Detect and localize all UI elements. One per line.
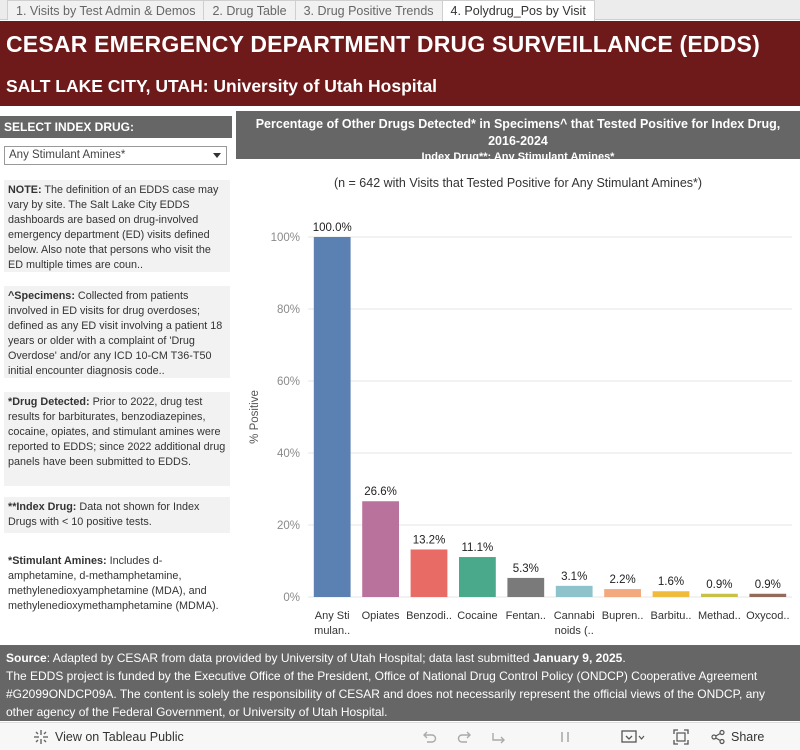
fullscreen-icon[interactable] [672,728,690,746]
y-axis-label: % Positive [249,390,261,444]
y-tick-label: 100% [271,232,300,244]
note-index-drug: **Index Drug: Data not shown for Index D… [4,497,230,533]
bar [313,237,351,597]
y-tick-label: 60% [277,376,300,388]
bar-value-label: 3.1% [561,571,587,583]
note-text: Data not shown for Index Drugs with < 10… [8,501,200,528]
x-tick-label: Fentan.. [506,610,546,622]
bar [555,585,593,597]
dashboard-header: CESAR EMERGENCY DEPARTMENT DRUG SURVEILL… [0,21,800,106]
view-on-tableau-public-button[interactable]: View on Tableau Public [33,729,184,745]
x-tick-label: Benzodi.. [406,610,452,622]
download-icon[interactable] [620,728,646,746]
footer-source: Source: Adapted by CESAR from data provi… [6,649,794,667]
redo-icon[interactable] [456,728,474,746]
y-tick-label: 40% [277,448,300,460]
footer-funding-3: other agency of the Federal Government, … [6,705,388,719]
note-drug-detected: *Drug Detected: Prior to 2022, drug test… [4,392,230,486]
note-text: The definition of an EDDS case may vary … [8,184,219,271]
x-tick-label: Methad.. [698,610,741,622]
note-text: Collected from patients involved in ED v… [8,290,223,377]
pause-icon[interactable] [556,728,574,746]
revert-icon[interactable] [490,728,508,746]
note-text: Includes d-amphetamine, d-methamphetamin… [8,555,219,612]
tab-visits-by-test-admin[interactable]: 1. Visits by Test Admin & Demos [7,0,205,20]
bar-value-label: 11.1% [462,542,494,554]
bar [459,557,496,597]
tab-bar: 1. Visits by Test Admin & Demos 2. Drug … [0,0,800,21]
bar [507,577,545,597]
bar [362,501,399,597]
bar-value-label: 1.6% [658,576,684,588]
y-tick-label: 0% [283,592,300,604]
x-tick-label: Cannabi [554,610,595,622]
tab-polydrug-pos-by-visit[interactable]: 4. Polydrug_Pos by Visit [441,0,595,21]
x-tick-label: Oxycod.. [746,610,789,622]
page-subtitle: SALT LAKE CITY, UTAH: University of Utah… [6,76,438,96]
bar [410,549,448,597]
note-label: ^Specimens: [8,290,75,302]
bar-value-label: 13.2% [413,534,446,546]
footer: Source: Adapted by CESAR from data provi… [0,645,800,721]
bar-value-label: 5.3% [513,563,539,575]
source-label: Source [6,651,47,665]
source-end: . [622,651,626,665]
note-label: *Stimulant Amines: [8,555,107,567]
share-button[interactable]: Share [710,729,764,745]
bar [652,591,690,597]
select-index-drug-label: SELECT INDEX DRUG: [0,116,232,138]
share-icon [711,729,725,745]
tab-drug-table[interactable]: 2. Drug Table [203,0,296,20]
x-tick-label: mulan.. [314,625,350,637]
bar-chart: 0% 20% 40% 60% 80% 100% % Positive 100.0% Any St… [249,222,792,637]
source-text: : Adapted by CESAR from data provided by… [46,651,533,665]
x-tick-label: Bupren.. [602,610,644,622]
left-panel: SELECT INDEX DRUG: Any Stimulant Amines*… [0,111,232,644]
x-tick-label: noids (.. [555,625,594,637]
dropdown-selected-value: Any Stimulant Amines* [9,149,126,161]
chart-title-line-3: Index Drug**: Any Stimulant Amines* [421,151,615,159]
note-text: Prior to 2022, drug test results for bar… [8,396,226,468]
tableau-logo-icon [34,730,48,744]
x-tick-label: Any Sti [315,610,350,622]
index-drug-dropdown[interactable]: Any Stimulant Amines* [4,146,227,165]
x-tick-label: Opiates [362,610,400,622]
source-date: January 9, 2025 [532,651,623,665]
note-definition: NOTE: The definition of an EDDS case may… [4,180,230,272]
chart-panel: Percentage of Other Drugs Detected* in S… [236,111,800,644]
view-on-tableau-public-label: View on Tableau Public [55,730,184,744]
note-label: *Drug Detected: [8,396,90,408]
bar [604,589,641,597]
chart-title: Percentage of Other Drugs Detected* in S… [236,111,800,159]
undo-icon[interactable] [420,728,438,746]
footer-funding-1: The EDDS project is funded by the Execut… [6,669,758,683]
tab-drug-positive-trends[interactable]: 3. Drug Positive Trends [294,0,443,20]
chart-subtitle: (n = 642 with Visits that Tested Positiv… [333,176,703,190]
share-label: Share [731,730,765,744]
bar-value-label: 26.6% [364,486,397,498]
bar-value-label: 100.0% [313,222,352,234]
bar [701,593,738,597]
page-title: CESAR EMERGENCY DEPARTMENT DRUG SURVEILL… [6,31,760,57]
y-tick-label: 80% [277,304,300,316]
x-tick-label: Barbitu.. [651,610,692,622]
bar-value-label: 0.9% [755,579,781,591]
x-tick-label: Cocaine [457,610,497,622]
bar-value-label: 0.9% [706,579,732,591]
note-specimens: ^Specimens: Collected from patients invo… [4,286,230,378]
chart-title-line-2: 2016-2024 [488,134,548,148]
bar-value-label: 2.2% [609,574,635,586]
tableau-toolbar: View on Tableau Public Share [0,722,800,750]
note-label: NOTE: [8,184,42,196]
note-label: **Index Drug: [8,501,77,513]
footer-funding-2: #G2099ONDCP09A. The content is solely th… [6,687,766,701]
bar [749,593,787,597]
note-stimulant-amines: *Stimulant Amines: Includes d-amphetamin… [4,551,230,631]
chevron-down-icon[interactable] [213,153,221,158]
chart-title-line-1: Percentage of Other Drugs Detected* in S… [255,117,781,131]
y-tick-label: 20% [277,520,300,532]
